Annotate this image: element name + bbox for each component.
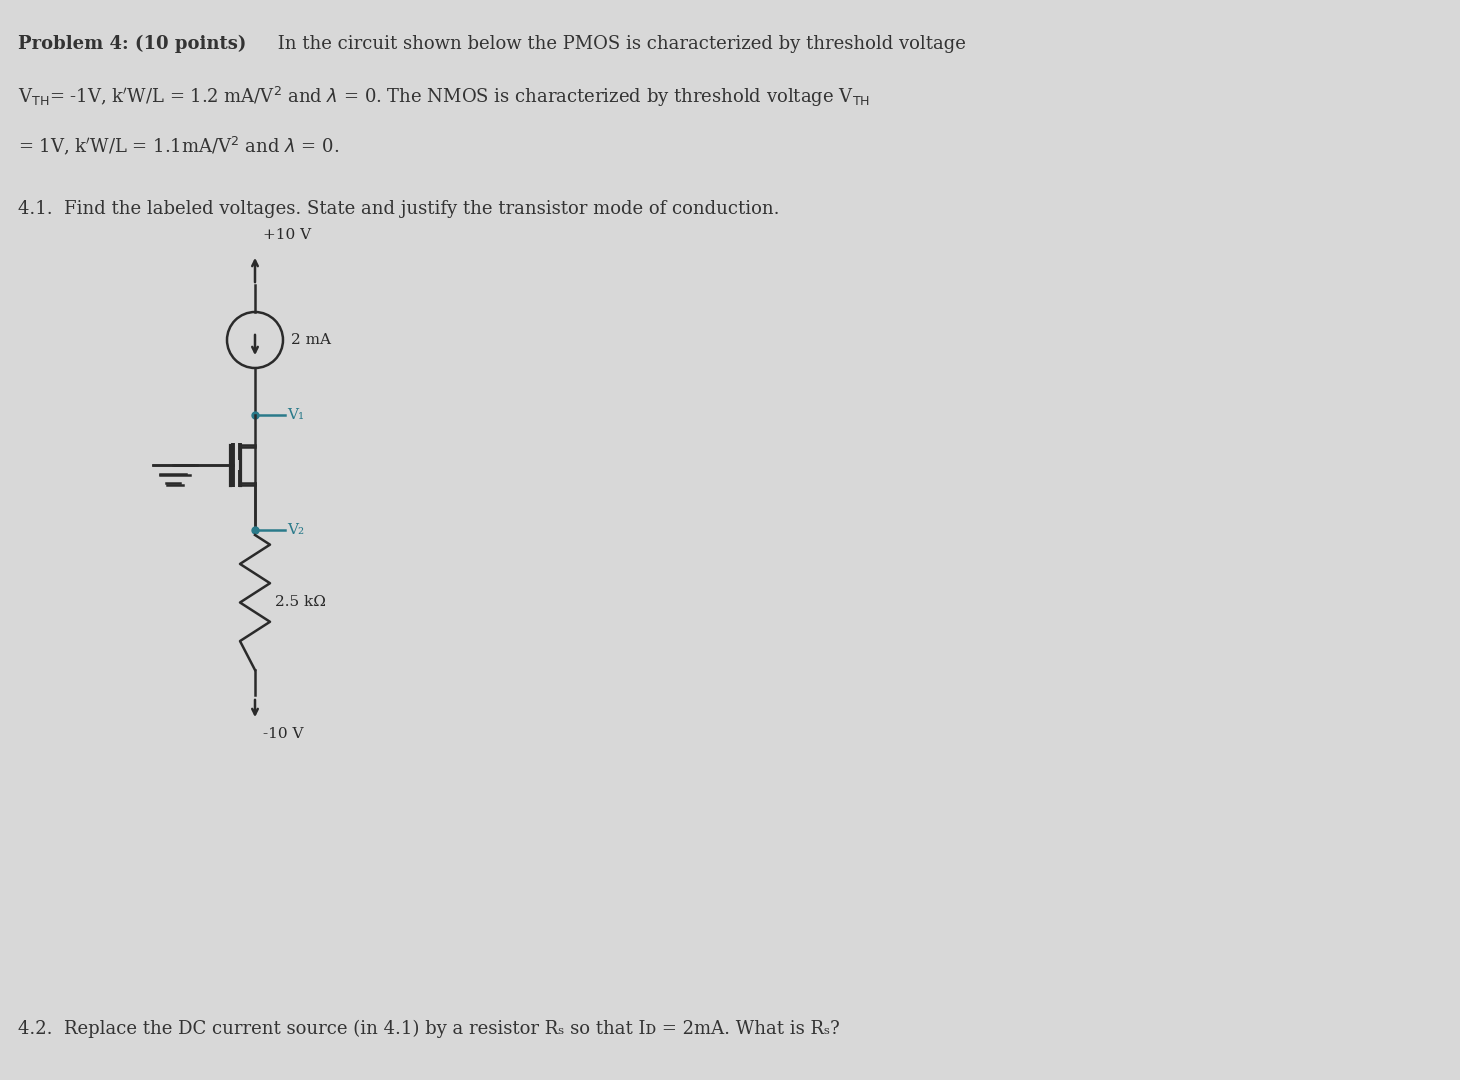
Text: V₁: V₁ — [288, 408, 304, 422]
Text: In the circuit shown below the PMOS is characterized by threshold voltage: In the circuit shown below the PMOS is c… — [272, 35, 967, 53]
Text: 2 mA: 2 mA — [291, 333, 331, 347]
Text: V₂: V₂ — [288, 523, 304, 537]
Text: V$_{\rm TH}$= -1V, k$^{\prime}$W/L = 1.2 mA/V$^2$ and $\lambda$ = 0. The NMOS is: V$_{\rm TH}$= -1V, k$^{\prime}$W/L = 1.2… — [18, 85, 870, 109]
Text: 4.1.  Find the labeled voltages. State and justify the transistor mode of conduc: 4.1. Find the labeled voltages. State an… — [18, 200, 780, 218]
Text: 4.2.  Replace the DC current source (in 4.1) by a resistor Rₛ so that Iᴅ = 2mA. : 4.2. Replace the DC current source (in 4… — [18, 1020, 839, 1038]
Text: -10 V: -10 V — [263, 727, 304, 741]
Text: Problem 4: (10 points): Problem 4: (10 points) — [18, 35, 247, 53]
Text: +10 V: +10 V — [263, 228, 311, 242]
Text: = 1V, k$^{\prime}$W/L = 1.1mA/V$^2$ and $\lambda$ = 0.: = 1V, k$^{\prime}$W/L = 1.1mA/V$^2$ and … — [18, 135, 339, 158]
Text: 2.5 kΩ: 2.5 kΩ — [274, 595, 326, 609]
